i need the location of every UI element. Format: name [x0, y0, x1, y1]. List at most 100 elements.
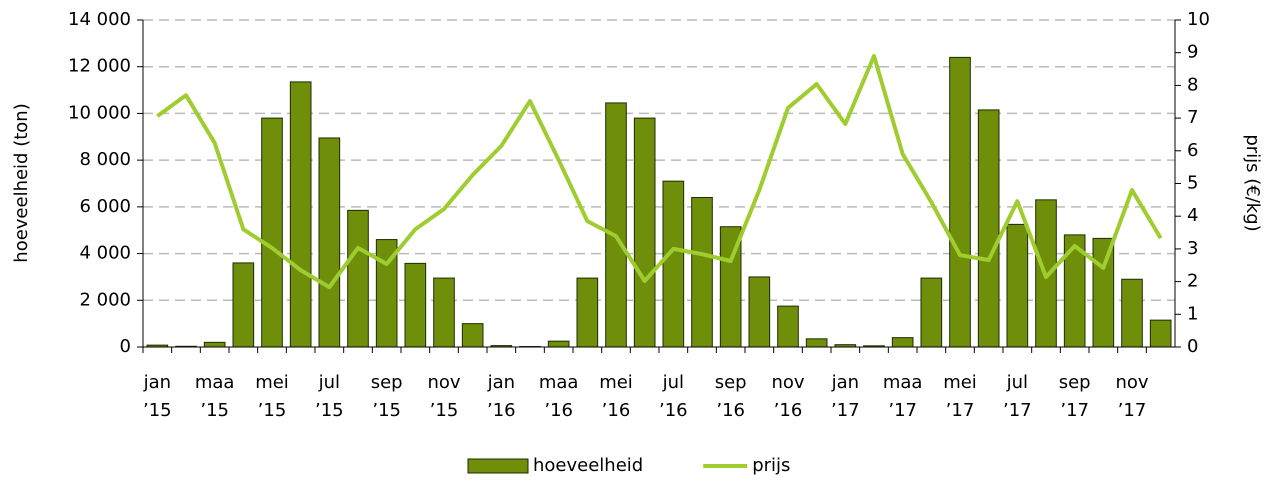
x-tick-label: jan ’15: [143, 372, 172, 421]
bar: [203, 341, 226, 348]
x-tick-label-line: jan: [143, 372, 171, 393]
y2-tick-label: 6: [1187, 140, 1198, 161]
x-tick-label: sep ’15: [371, 372, 403, 421]
bar: [920, 277, 943, 348]
x-tick-label-line: ’17: [1118, 400, 1147, 421]
x-tick-label-line: mei: [599, 372, 633, 393]
line: [156, 53, 1163, 290]
bar: [891, 337, 914, 348]
x-tick-label: jan ’16: [487, 372, 516, 421]
legend-label: hoeveelheid: [533, 455, 643, 476]
y2-tick-label: 8: [1187, 74, 1198, 95]
bar: [1006, 223, 1029, 348]
x-tick-label-line: ’16: [659, 400, 688, 421]
x-tick-label-line: ’16: [487, 400, 516, 421]
y2-tick-label: 5: [1187, 173, 1198, 194]
x-tick-label-line: jul: [662, 372, 684, 393]
y-tick-label: 10 000: [68, 102, 131, 123]
x-tick-label-line: maa: [883, 372, 923, 393]
bar: [347, 209, 369, 348]
x-tick-label: jul ’17: [1003, 372, 1032, 421]
bar: [261, 117, 283, 348]
x-tick-label: sep ’17: [1059, 372, 1091, 421]
bar: [576, 277, 599, 348]
bar: [691, 197, 713, 348]
y2-tick-label: 10: [1187, 9, 1210, 30]
y2-tick-label: 9: [1187, 42, 1198, 63]
y2-tick-label: 7: [1187, 107, 1198, 128]
y2-tick-label: 2: [1187, 271, 1198, 292]
y2-tick-label: 4: [1187, 205, 1198, 226]
x-tick-label-line: ’16: [774, 400, 803, 421]
x-tick-label-line: nov: [427, 372, 460, 393]
x-tick-label-line: jul: [318, 372, 340, 393]
bar: [1121, 278, 1143, 348]
bar: [1149, 319, 1172, 348]
bar: [949, 56, 971, 348]
x-tick-label: mei ’15: [255, 372, 289, 421]
x-tick-label-line: maa: [539, 372, 579, 393]
x-tick-label-line: mei: [255, 372, 289, 393]
x-tick-label: mei ’17: [943, 372, 977, 421]
x-tick-label: nov ’17: [1115, 372, 1148, 421]
y-tick-label: 12 000: [68, 56, 131, 77]
x-tick-label: maa ’16: [539, 372, 579, 421]
bar: [433, 277, 455, 348]
x-tick-label-line: maa: [195, 372, 235, 393]
x-tick-label-line: ’17: [946, 400, 975, 421]
y-axis-label: hoeveelheid (ton): [11, 103, 32, 262]
bar: [461, 323, 484, 348]
y2-tick-label: 3: [1187, 238, 1198, 259]
x-tick-label-line: ’17: [831, 400, 860, 421]
x-tick-label-line: ’17: [1003, 400, 1032, 421]
x-tick-label-line: ’15: [315, 400, 344, 421]
x-tick-label: maa ’15: [195, 372, 235, 421]
y2-axis-label: prijs (€/kg): [1242, 134, 1263, 231]
x-tick-label-line: nov: [1115, 372, 1148, 393]
x-tick-label-line: ’15: [372, 400, 401, 421]
bar: [777, 305, 799, 348]
x-tick-label-line: ’17: [888, 400, 917, 421]
bar: [633, 117, 656, 348]
x-tick-label-line: ’15: [430, 400, 459, 421]
y2-tick-label: 1: [1187, 303, 1198, 324]
y-tick-label: 2 000: [79, 289, 131, 310]
x-tick-label: maa ’17: [883, 372, 923, 421]
x-tick-label-line: ’16: [544, 400, 573, 421]
x-tick-label: mei ’16: [599, 372, 633, 421]
x-tick-label: nov ’15: [427, 372, 460, 421]
x-tick-label-line: jan: [831, 372, 859, 393]
bar: [805, 338, 828, 348]
bar: [662, 180, 685, 348]
bar: [605, 102, 627, 348]
y-tick-label: 14 000: [68, 9, 131, 30]
x-tick-label-line: mei: [943, 372, 977, 393]
legend-label: prijs: [752, 455, 790, 476]
x-tick-label-line: ’17: [1060, 400, 1089, 421]
y-tick-label: 8 000: [79, 149, 131, 170]
bar: [1092, 237, 1115, 348]
x-tick-label-line: sep: [715, 372, 747, 393]
x-tick-label-line: ’16: [716, 400, 745, 421]
x-tick-label-line: jul: [1006, 372, 1028, 393]
bar: [318, 137, 341, 348]
y2-tick-label: 0: [1187, 336, 1198, 357]
bar: [404, 262, 427, 348]
x-tick-label: nov ’16: [771, 372, 804, 421]
bar: [977, 109, 1000, 348]
y-tick-label: 6 000: [79, 196, 131, 217]
x-tick-label-line: ’15: [258, 400, 287, 421]
x-tick-label: jul ’16: [659, 372, 688, 421]
bar: [232, 262, 255, 348]
y-tick-label: 0: [120, 336, 131, 357]
legend-swatch: [467, 458, 529, 474]
x-tick-label-line: sep: [1059, 372, 1091, 393]
bar: [748, 276, 771, 348]
x-tick-label-line: ’15: [143, 400, 172, 421]
bar: [289, 81, 312, 348]
x-tick-label: sep ’16: [715, 372, 747, 421]
x-tick-label-line: ’16: [602, 400, 631, 421]
x-tick-label-line: sep: [371, 372, 403, 393]
x-tick-label-line: nov: [771, 372, 804, 393]
